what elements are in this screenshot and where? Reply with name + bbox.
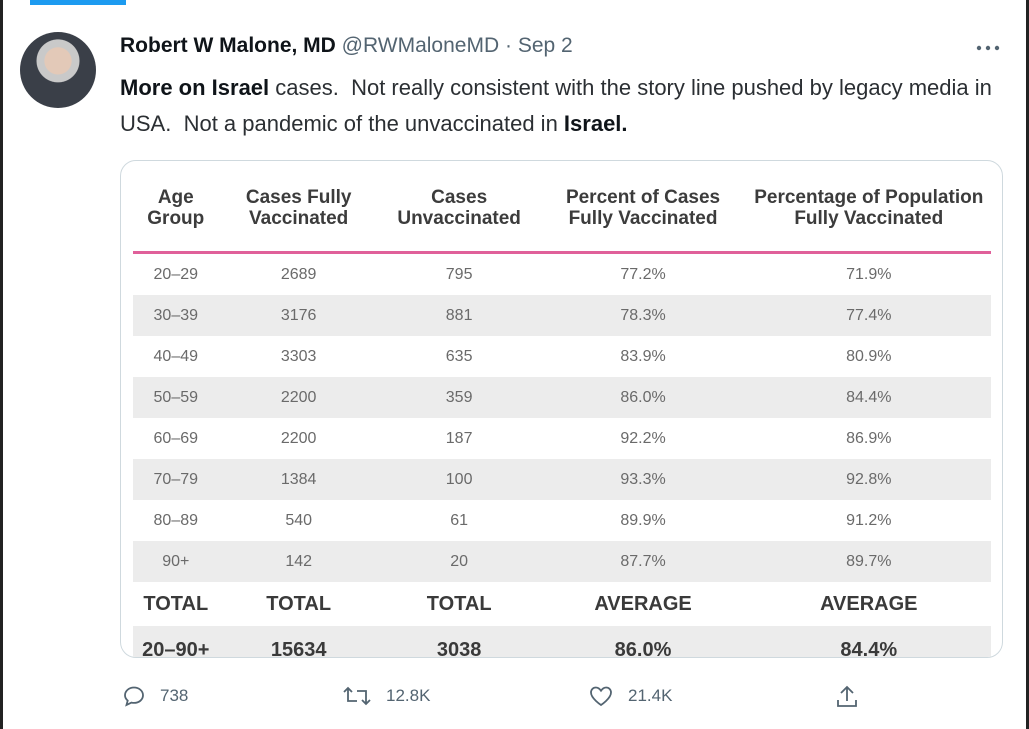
reply-icon: [124, 686, 144, 707]
separator: ·: [504, 34, 512, 57]
like-button[interactable]: 21.4K: [588, 684, 672, 708]
table-row: 90+ 142 20 87.7% 89.7%: [133, 541, 991, 582]
total-label: TOTAL: [426, 592, 492, 615]
table-cell: 100: [378, 459, 540, 500]
table-cell: 3176: [218, 295, 379, 336]
table-image[interactable]: Age Group Cases Fully Vaccinated Cases Unv…: [120, 160, 1003, 658]
table-cell: 78.3%: [539, 295, 747, 336]
retweet-count: 12.8K: [386, 686, 431, 705]
retweet-button[interactable]: 12.8K: [342, 684, 430, 708]
total-value: 3038: [378, 626, 540, 657]
more-menu[interactable]: [975, 38, 1001, 58]
total-label-row: TOTAL TOTAL TOTAL AVERAGE AVERAGE: [133, 582, 991, 626]
table-cell: 92.8%: [746, 459, 991, 500]
total-value: 84.4%: [746, 626, 991, 657]
total-value: 15634: [218, 626, 379, 657]
table-cell: 80–89: [153, 511, 199, 529]
table-cell: 77.4%: [746, 295, 991, 336]
avatar[interactable]: [20, 32, 96, 108]
header-row: Age Group Cases Fully Vaccinated Cases Unv…: [133, 165, 991, 254]
table-cell: 3303: [280, 347, 317, 365]
table-cell: 20: [378, 541, 540, 582]
table-cell: 91.2%: [846, 511, 892, 529]
table-cell: 2689: [280, 265, 317, 283]
table-cell: 61: [450, 511, 469, 529]
tweet-date[interactable]: Sep 2: [517, 34, 573, 57]
table-cell: 86.9%: [846, 429, 892, 447]
table-row: 60–69 2200 187 92.2% 86.9%: [133, 418, 991, 459]
table-cell: 89.7%: [746, 541, 991, 582]
total-label: TOTAL: [143, 592, 209, 615]
like-icon: [590, 686, 612, 707]
table-cell: 50–59: [133, 377, 219, 418]
table-row: 40–49 3303 635 83.9% 80.9%: [133, 336, 991, 377]
table-cell: 40–49: [153, 347, 199, 365]
table-cell: 89.9%: [620, 511, 666, 529]
table-row: 20–29 2689 795 77.2% 71.9%: [133, 253, 991, 296]
table-cell: 1384: [218, 459, 379, 500]
total-value: 20–90+: [133, 626, 219, 657]
tweet-text: More on Israel cases. Not really consist…: [120, 70, 1000, 142]
column-header: Percentage of Population Fully Vaccinate…: [746, 165, 991, 254]
table-row: 80–89 540 61 89.9% 91.2%: [133, 500, 991, 541]
table-cell: 795: [445, 265, 473, 283]
table-cell: 84.4%: [746, 377, 991, 418]
table-cell: 540: [285, 511, 313, 529]
table-cell: 20–29: [153, 265, 199, 283]
table-cell: 86.0%: [539, 377, 747, 418]
retweet-icon: [343, 686, 371, 706]
data-table: Age Group Cases Fully Vaccinated Cases Unv…: [133, 165, 991, 657]
table-cell: 83.9%: [620, 347, 666, 365]
table-cell: 93.3%: [539, 459, 747, 500]
tab-indicator: [30, 0, 126, 5]
table-cell: 60–69: [153, 429, 199, 447]
total-label: AVERAGE: [594, 592, 692, 615]
column-header: Percent of Cases Fully Vaccinated: [539, 165, 747, 254]
like-count: 21.4K: [628, 686, 673, 705]
table-cell: 80.9%: [846, 347, 892, 365]
total-label: AVERAGE: [820, 592, 918, 615]
total-label: TOTAL: [266, 592, 332, 615]
table-row: 50–59 2200 359 86.0% 84.4%: [133, 377, 991, 418]
share-icon: [837, 685, 857, 707]
total-value-row: 20–90+ 15634 3038 86.0% 84.4%: [133, 626, 991, 657]
share-button[interactable]: [834, 684, 860, 710]
table-cell: 71.9%: [846, 265, 892, 283]
author-handle[interactable]: @RWMaloneMD: [341, 34, 500, 57]
author-name[interactable]: Robert W Malone, MD: [120, 34, 336, 57]
text-segment: cases. Not really consistent with the st…: [120, 75, 998, 136]
table-cell: 2200: [280, 429, 317, 447]
table-row: 70–79 1384 100 93.3% 92.8%: [133, 459, 991, 500]
table-cell: 70–79: [133, 459, 219, 500]
table-cell: 77.2%: [620, 265, 666, 283]
table-cell: 187: [445, 429, 473, 447]
reply-button[interactable]: 738: [122, 684, 188, 708]
text-segment: More on Israel: [120, 75, 270, 100]
table-cell: 87.7%: [539, 541, 747, 582]
table-cell: 92.2%: [620, 429, 666, 447]
column-header: Age Group: [133, 165, 219, 254]
table-cell: 881: [378, 295, 540, 336]
reply-count: 738: [160, 686, 189, 705]
tweet-header: Robert W Malone, MD @RWMaloneMD · Sep 2: [120, 34, 573, 58]
table-cell: 635: [445, 347, 473, 365]
table-cell: 30–39: [133, 295, 219, 336]
column-header: Cases Fully Vaccinated: [218, 165, 379, 254]
table-cell: 142: [218, 541, 379, 582]
table-cell: 2200: [218, 377, 379, 418]
table-cell: 90+: [133, 541, 219, 582]
table-cell: 359: [378, 377, 540, 418]
text-segment: Israel.: [563, 111, 628, 136]
table-row: 30–39 3176 881 78.3% 77.4%: [133, 295, 991, 336]
total-value: 86.0%: [539, 626, 747, 657]
column-header: Cases Unvaccinated: [378, 165, 540, 254]
